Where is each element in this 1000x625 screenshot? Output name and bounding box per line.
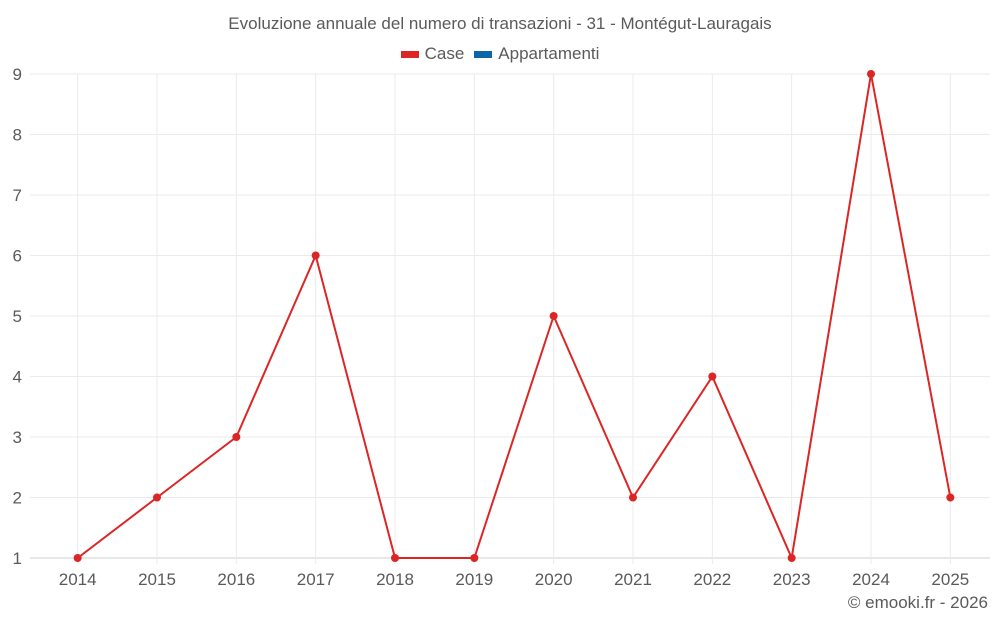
copyright-credit: © emooki.fr - 2026 — [847, 593, 988, 612]
y-tick-label: 4 — [13, 368, 22, 387]
y-tick-label: 6 — [13, 247, 22, 266]
legend-swatch-appartamenti — [474, 50, 493, 58]
x-tick-label: 2020 — [535, 570, 573, 589]
x-tick-label: 2025 — [931, 570, 969, 589]
data-point — [311, 251, 320, 260]
data-point — [549, 312, 558, 320]
data-point — [232, 433, 241, 441]
x-tick-label: 2019 — [455, 570, 493, 589]
data-point — [867, 70, 875, 78]
y-tick-label: 1 — [13, 549, 22, 568]
y-tick-label: 9 — [13, 65, 22, 84]
x-tick-label: 2014 — [59, 570, 97, 589]
chart-title: Evoluzione annuale del numero di transaz… — [228, 14, 772, 33]
data-point — [629, 493, 637, 502]
y-tick-label: 5 — [13, 307, 22, 326]
chart-legend: Case Appartamenti — [0, 44, 1000, 64]
data-point — [708, 372, 717, 381]
y-tick-label: 7 — [13, 186, 22, 205]
data-point — [73, 554, 82, 562]
x-tick-label: 2021 — [614, 570, 652, 589]
data-point — [153, 493, 161, 502]
y-tick-label: 8 — [13, 126, 22, 145]
series-line-case — [77, 73, 952, 562]
x-tick-label: 2023 — [773, 570, 811, 589]
data-point — [787, 554, 796, 562]
x-tick-label: 2018 — [376, 570, 414, 589]
x-tick-label: 2016 — [217, 570, 255, 589]
x-tick-label: 2024 — [852, 570, 890, 589]
data-point — [391, 554, 399, 562]
legend-item-appartamenti[interactable]: Appartamenti — [474, 44, 599, 64]
y-tick-label: 3 — [13, 428, 22, 447]
x-tick-label: 2022 — [693, 570, 731, 589]
legend-label-appartamenti: Appartamenti — [498, 44, 600, 63]
x-tick-label: 2015 — [138, 570, 176, 589]
data-point — [470, 554, 479, 562]
legend-item-case[interactable]: Case — [400, 44, 465, 64]
data-point — [946, 493, 955, 502]
x-tick-label: 2017 — [297, 570, 335, 589]
legend-swatch-case — [400, 50, 419, 58]
y-tick-label: 2 — [13, 489, 22, 508]
legend-label-case: Case — [424, 44, 465, 63]
